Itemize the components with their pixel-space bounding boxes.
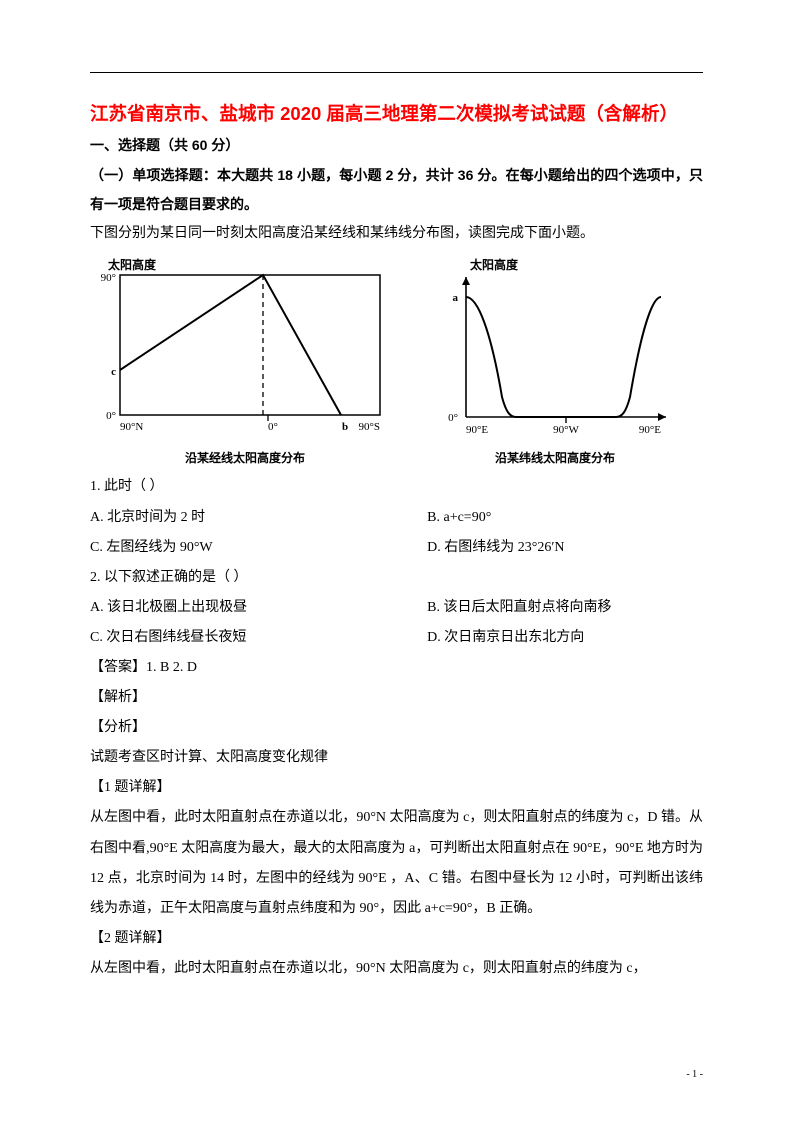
figure-parallel-svg: 太阳高度 a 0° 90°E 90°W [430,255,680,445]
intro-text: 下图分别为某日同一时刻太阳高度沿某经线和某纬线分布图，读图完成下面小题。 [90,219,703,249]
fig1-line [120,275,341,415]
q1-option-a: A. 北京时间为 2 时 [90,503,427,533]
document-title: 江苏省南京市、盐城市 2020 届高三地理第二次模拟考试试题（含解析） [90,96,703,131]
detail1-text: 从左图中看，此时太阳直射点在赤道以北，90°N 太阳高度为 c，则太阳直射点的纬… [90,803,703,923]
fig2-origin: 0° [448,412,458,424]
fig1-yaxis-label: 太阳高度 [108,257,157,272]
q1-stem: 1. 此时（ ） [90,472,703,502]
q2-option-d: D. 次日南京日出东北方向 [427,623,703,653]
q2-stem: 2. 以下叙述正确的是（ ） [90,563,703,593]
fig2-x-left: 90°E [466,424,488,436]
figure-meridian: 太阳高度 90° 0° c 90°N 0° 9 [90,255,400,466]
q2-option-b: B. 该日后太阳直射点将向南移 [427,593,703,623]
fig1-x-left: 90°N [120,421,143,433]
answer-line: 【答案】1. B 2. D [90,653,703,683]
fig1-label-c: c [111,366,116,378]
q2-option-c: C. 次日右图纬线昼长夜短 [90,623,427,653]
top-horizontal-rule [90,72,703,73]
fig2-arrow-y [462,277,470,285]
q1-option-d: D. 右图纬线为 23°26′N [427,533,703,563]
fig2-curve [466,297,661,417]
fenxi-text: 试题考查区时计算、太阳高度变化规律 [90,743,703,773]
figure-meridian-svg: 太阳高度 90° 0° c 90°N 0° 9 [90,255,400,445]
page-number: - 1 - [686,1069,703,1080]
fig2-x-mid: 90°W [553,424,579,436]
detail1-label: 【1 题详解】 [90,773,703,803]
fig2-caption: 沿某纬线太阳高度分布 [495,449,615,466]
figures-row: 太阳高度 90° 0° c 90°N 0° 9 [90,255,703,466]
detail2-label: 【2 题详解】 [90,924,703,954]
fig1-caption: 沿某经线太阳高度分布 [185,449,305,466]
fig1-y-zero: 0° [106,410,116,422]
q1-option-c: C. 左图经线为 90°W [90,533,427,563]
detail2-text: 从左图中看，此时太阳直射点在赤道以北，90°N 太阳高度为 c，则太阳直射点的纬… [90,954,703,984]
fig2-label-a: a [453,292,459,304]
jiexi-label: 【解析】 [90,683,703,713]
fig1-label-b: b [342,421,348,433]
q2-option-a: A. 该日北极圈上出现极昼 [90,593,427,623]
q1-option-b: B. a+c=90° [427,503,703,533]
subsection-heading: （一）单项选择题：本大题共 18 小题，每小题 2 分，共计 36 分。在每小题… [90,161,703,220]
fig1-x-right: 90°S [358,421,380,433]
fig1-x-mid: 0° [268,421,278,433]
fig2-x-right: 90°E [639,424,661,436]
fenxi-label: 【分析】 [90,713,703,743]
fig2-arrow-x [658,413,666,421]
fig1-y-top: 90° [101,272,116,284]
section-heading: 一、选择题（共 60 分） [90,131,703,160]
figure-parallel: 太阳高度 a 0° 90°E 90°W [430,255,680,466]
fig2-yaxis-label: 太阳高度 [470,257,519,272]
